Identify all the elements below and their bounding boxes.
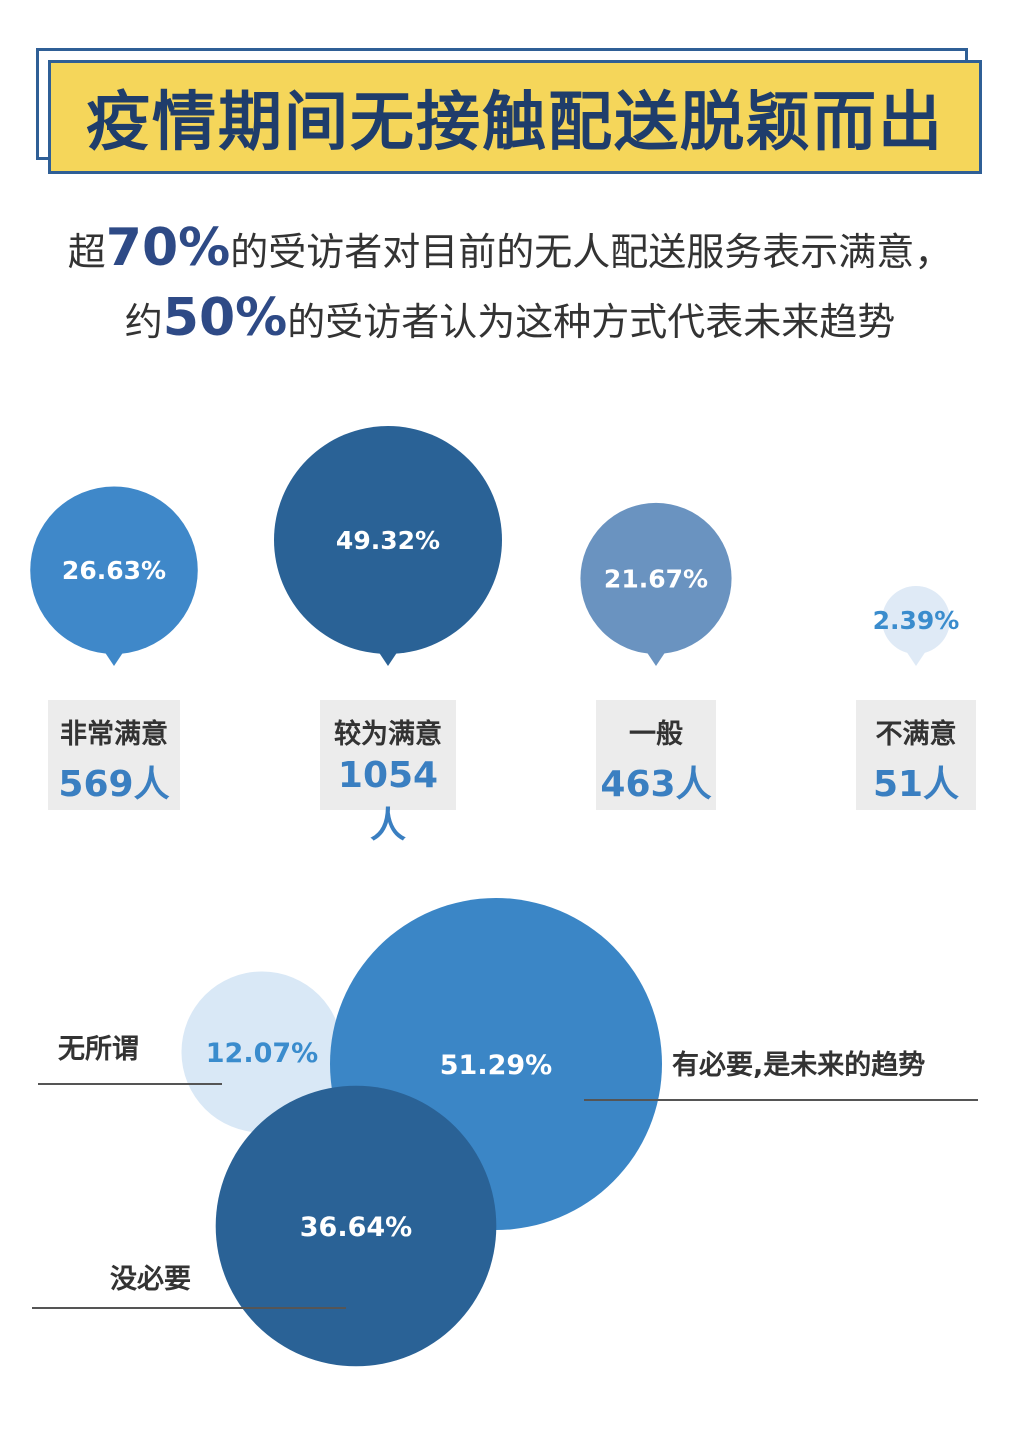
bubble-3 bbox=[580, 502, 732, 654]
subtitle-1-suffix: 的受访者对目前的无人配送服务表示满意， bbox=[230, 230, 953, 274]
trend-bubble-3 bbox=[215, 1085, 497, 1367]
trend-value-label: 12.07% bbox=[206, 1038, 318, 1069]
category-name: 较为满意 bbox=[334, 719, 442, 750]
category-name: 非常满意 bbox=[60, 719, 168, 750]
title-banner-box: 疫情期间无接触配送脱颖而出 bbox=[48, 60, 982, 174]
subtitle-2-highlight: 50% bbox=[162, 288, 288, 348]
subtitle-1-prefix: 超 bbox=[67, 230, 106, 274]
category-name: 不满意 bbox=[875, 719, 957, 750]
trend-value-label: 36.64% bbox=[300, 1212, 412, 1243]
bubble-1 bbox=[30, 486, 198, 654]
title-banner: 疫情期间无接触配送脱颖而出 bbox=[36, 48, 982, 178]
bubble-value-label: 26.63% bbox=[62, 556, 166, 585]
trend-bubble-1 bbox=[181, 971, 343, 1133]
bubble-value-label: 49.32% bbox=[336, 526, 440, 555]
category-count: 1054人 bbox=[337, 755, 439, 846]
subtitle-1-highlight: 70% bbox=[105, 218, 231, 278]
subtitle-2-suffix: 的受访者认为这种方式代表未来趋势 bbox=[287, 300, 896, 344]
category-box: 较为满意 1054人 bbox=[320, 700, 456, 846]
bubble-value-label: 2.39% bbox=[873, 606, 960, 635]
category-box: 非常满意 569人 bbox=[48, 700, 180, 810]
trend-category-label: 无所谓 bbox=[58, 1034, 139, 1065]
category-name: 一般 bbox=[629, 719, 683, 750]
category-box: 不满意 51人 bbox=[856, 700, 976, 810]
bubble-value-label: 21.67% bbox=[604, 564, 708, 593]
subtitle-line-1: 超70%的受访者对目前的无人配送服务表示满意， bbox=[0, 218, 1020, 278]
trend-category-label: 没必要 bbox=[110, 1264, 191, 1295]
satisfaction-bubble-chart: 26.63% 49.32% 21.67% 2.39% bbox=[30, 426, 960, 666]
category-count: 569人 bbox=[58, 764, 170, 805]
category-box: 一般 463人 bbox=[596, 700, 716, 810]
category-count: 51人 bbox=[872, 764, 960, 805]
bubble-2 bbox=[274, 426, 502, 654]
trend-value-label: 51.29% bbox=[440, 1050, 552, 1081]
bubble-4 bbox=[882, 586, 950, 654]
category-count: 463人 bbox=[600, 764, 712, 805]
page-title: 疫情期间无接触配送脱颖而出 bbox=[86, 86, 944, 160]
subtitle-line-2: 约50%的受访者认为这种方式代表未来趋势 bbox=[0, 288, 1020, 348]
subtitle-2-prefix: 约 bbox=[124, 300, 163, 344]
trend-category-label: 有必要,是未来的趋势 bbox=[672, 1049, 925, 1081]
